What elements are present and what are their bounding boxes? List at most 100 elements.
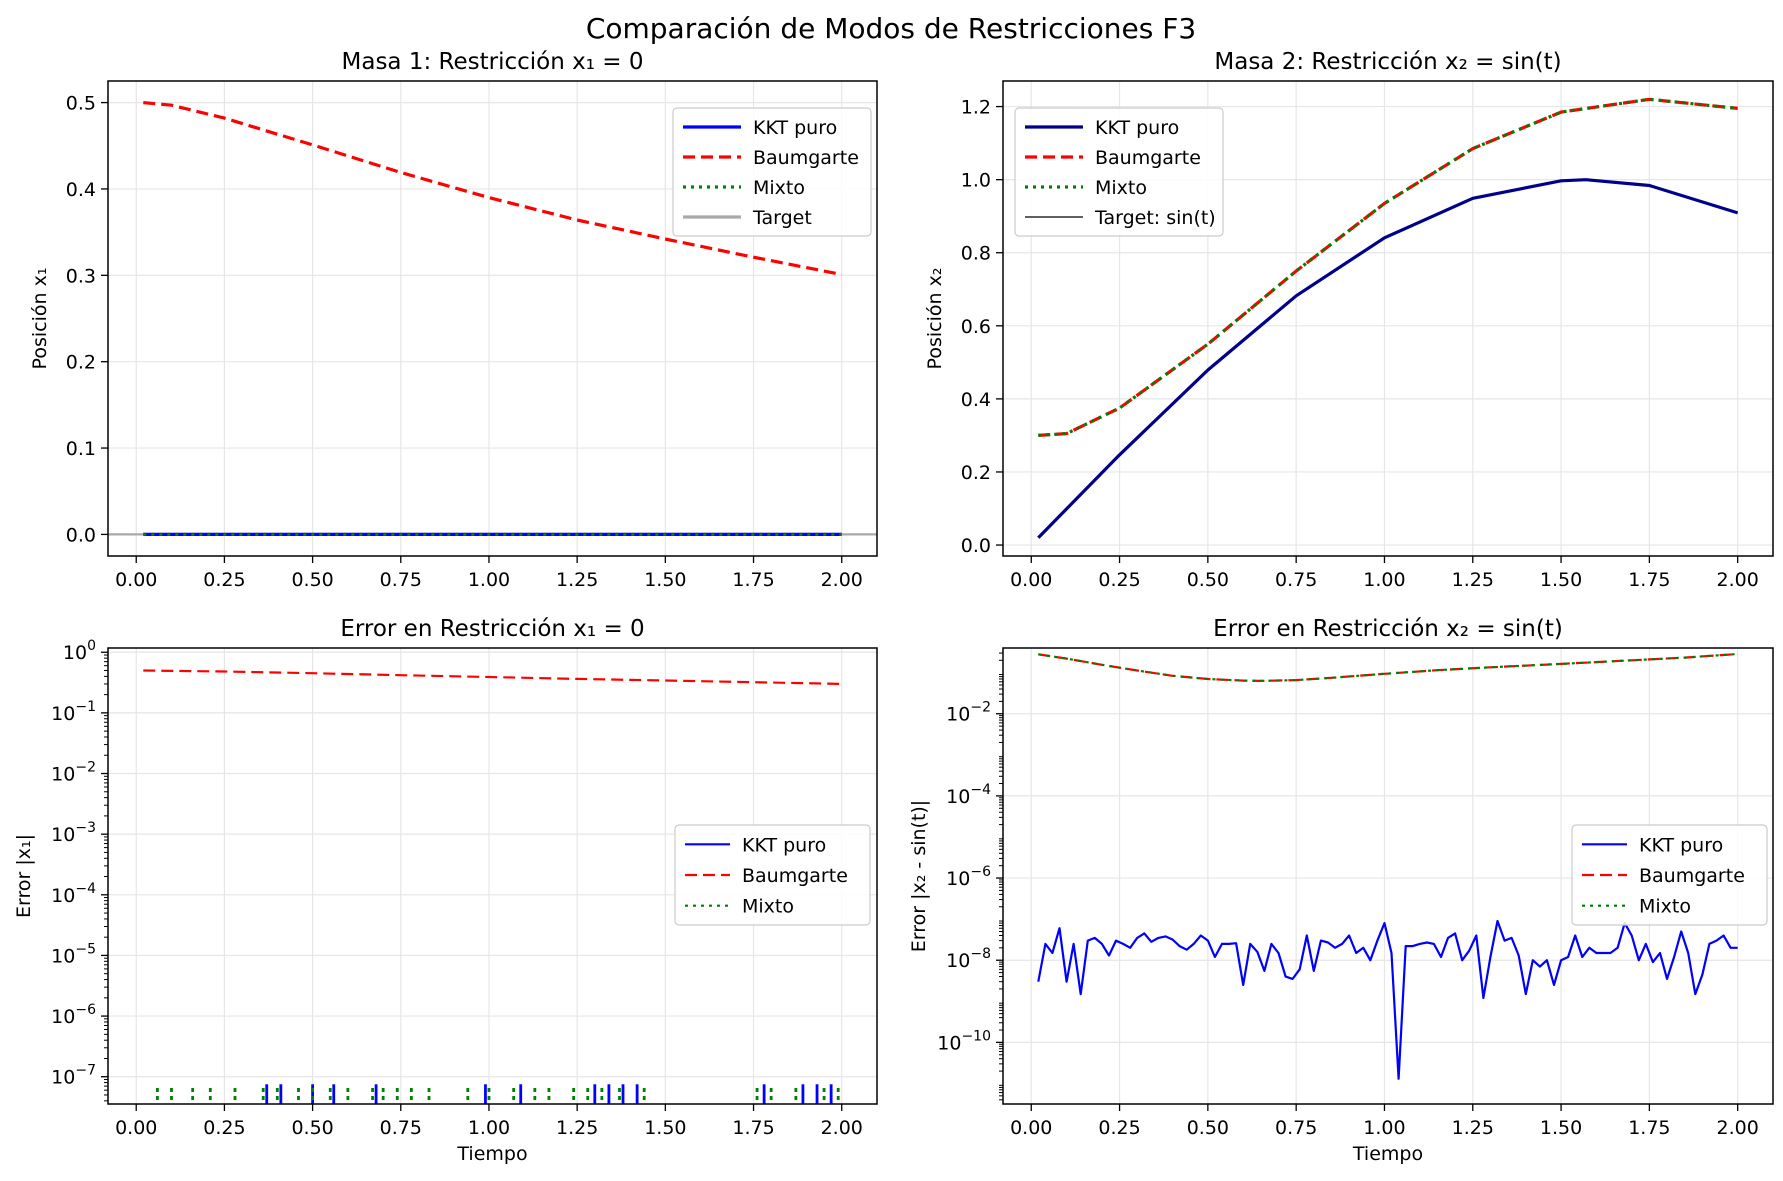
legend-box — [672, 107, 872, 237]
legend-box — [1014, 107, 1224, 237]
legend-label: Target: sin(t) — [1094, 207, 1216, 229]
y-tick-exponent: −1 — [75, 699, 96, 715]
y-tick-base: 10 — [51, 885, 75, 907]
x-tick-label: 0.75 — [380, 1117, 422, 1139]
series-mixto-line — [1038, 97, 1738, 437]
y-tick-label: 10−2 — [51, 760, 96, 786]
plot-area — [143, 669, 842, 1104]
y-tick-label: 0.5 — [66, 93, 96, 115]
y-tick-exponent: −4 — [75, 881, 96, 897]
y-axis-label: Posición x₂ — [924, 268, 946, 370]
y-tick-base: 10 — [51, 764, 75, 786]
legend-box — [1571, 824, 1768, 926]
series-baumgarte-line — [1038, 652, 1738, 683]
axes-frame — [107, 80, 878, 557]
legend-label: KKT puro — [1095, 117, 1179, 139]
x-tick-label: 0.25 — [1098, 1117, 1140, 1139]
x-tick-label: 2.00 — [1717, 569, 1759, 591]
y-tick-base: 10 — [51, 1067, 75, 1089]
y-tick-exponent: 0 — [87, 638, 96, 654]
y-tick-exponent: −2 — [970, 700, 991, 716]
legend-label: Baumgarte — [742, 865, 848, 887]
x-tick-label: 1.00 — [468, 1117, 510, 1139]
x-tick-label: 1.50 — [644, 1117, 686, 1139]
y-tick-base: 10 — [51, 703, 75, 725]
y-tick-base: 10 — [946, 786, 970, 808]
x-tick-label: 1.25 — [1452, 1117, 1494, 1139]
y-tick-label: 0.3 — [66, 265, 96, 287]
plot-area — [1037, 652, 1738, 1080]
axes-frame — [1002, 80, 1774, 557]
y-axis-label: Error |x₂ - sin(t)| — [908, 800, 930, 952]
y-tick-base: 10 — [51, 824, 75, 846]
legend: KKT puro Baumgarte Mixto Target: sin(t) — [1014, 107, 1224, 237]
x-tick-label: 0.00 — [1010, 1117, 1052, 1139]
subplot-p1: 0.00 0.25 0.50 0.75 1.00 1.25 1.50 1.75 2.00 0.0 0… — [29, 49, 878, 591]
subplot-title: Error en Restricción x₁ = 0 — [340, 616, 644, 642]
x-tick-label: 0.75 — [1275, 569, 1317, 591]
x-tick-label: 1.75 — [1628, 1117, 1670, 1139]
x-tick-label: 0.00 — [115, 1117, 157, 1139]
x-tick-label: 2.00 — [821, 569, 863, 591]
y-tick-label: 10−3 — [51, 820, 96, 846]
plot-area — [108, 101, 877, 537]
y-tick-base: 10 — [937, 1032, 961, 1054]
legend-label: Baumgarte — [753, 147, 859, 169]
y-tick-label: 10−4 — [51, 881, 96, 907]
y-tick-exponent: −10 — [961, 1028, 991, 1044]
x-tick-label: 1.25 — [556, 1117, 598, 1139]
y-tick-label: 100 — [63, 638, 96, 664]
legend-label: KKT puro — [753, 117, 837, 139]
subplot-title: Error en Restricción x₂ = sin(t) — [1213, 616, 1563, 642]
legend-label: Mixto — [753, 177, 805, 199]
subplot-p4: 0.00 0.25 0.50 0.75 1.00 1.25 1.50 1.75 2.0010−1… — [908, 616, 1774, 1165]
y-tick-label: 10−1 — [51, 699, 96, 725]
y-tick-base: 10 — [51, 945, 75, 967]
y-tick-label: 1.2 — [961, 97, 991, 119]
legend-label: KKT puro — [1639, 834, 1723, 856]
y-tick-label: 0.8 — [961, 243, 991, 265]
y-tick-exponent: −2 — [75, 760, 96, 776]
x-tick-label: 0.75 — [1275, 1117, 1317, 1139]
figure-suptitle: Comparación de Modos de Restricciones F3 — [586, 12, 1196, 45]
series-baumgarte-line — [143, 101, 843, 277]
x-tick-label: 1.50 — [644, 569, 686, 591]
x-tick-label: 1.75 — [732, 569, 774, 591]
y-tick-label: 10−6 — [51, 1002, 96, 1028]
y-tick-exponent: −6 — [970, 864, 991, 880]
legend-label: Baumgarte — [1095, 147, 1201, 169]
y-tick-base: 10 — [946, 868, 970, 890]
x-tick-label: 1.50 — [1540, 1117, 1582, 1139]
y-tick-label: 0.2 — [66, 352, 96, 374]
y-tick-label: 10−8 — [946, 946, 991, 972]
x-tick-label: 2.00 — [821, 1117, 863, 1139]
subplot-title: Masa 1: Restricción x₁ = 0 — [342, 49, 644, 75]
y-tick-label: 10−6 — [946, 864, 991, 890]
x-tick-label: 0.75 — [380, 569, 422, 591]
plot-area — [1037, 97, 1739, 539]
y-tick-exponent: −4 — [970, 782, 991, 798]
y-tick-label: 10−2 — [946, 700, 991, 726]
y-tick-label: 0.0 — [66, 524, 96, 546]
legend-label: Baumgarte — [1639, 865, 1745, 887]
x-tick-label: 1.50 — [1540, 569, 1582, 591]
series-mixto-line — [1038, 652, 1738, 683]
x-tick-label: 0.25 — [1098, 569, 1140, 591]
x-tick-label: 0.50 — [291, 1117, 333, 1139]
x-tick-label: 1.00 — [1363, 569, 1405, 591]
y-tick-exponent: −3 — [75, 820, 96, 836]
y-tick-label: 10−4 — [946, 782, 991, 808]
x-axis-label: Tiempo — [456, 1143, 527, 1165]
y-tick-base: 10 — [63, 642, 87, 664]
legend-label: Target — [752, 207, 812, 229]
subplot-p3: 0.00 0.25 0.50 0.75 1.00 1.25 1.50 1.75 2.0010−7… — [13, 616, 878, 1165]
legend: KKT puro Baumgarte Mixto — [1571, 824, 1768, 926]
y-tick-label: 0.1 — [66, 438, 96, 460]
y-tick-label: 10−7 — [51, 1063, 96, 1089]
x-axis-label: Tiempo — [1352, 1143, 1423, 1165]
y-tick-label: 0.4 — [66, 179, 96, 201]
x-tick-label: 1.00 — [468, 569, 510, 591]
x-tick-label: 1.75 — [732, 1117, 774, 1139]
y-tick-label: 0.6 — [961, 316, 991, 338]
y-tick-exponent: −6 — [75, 1002, 96, 1018]
